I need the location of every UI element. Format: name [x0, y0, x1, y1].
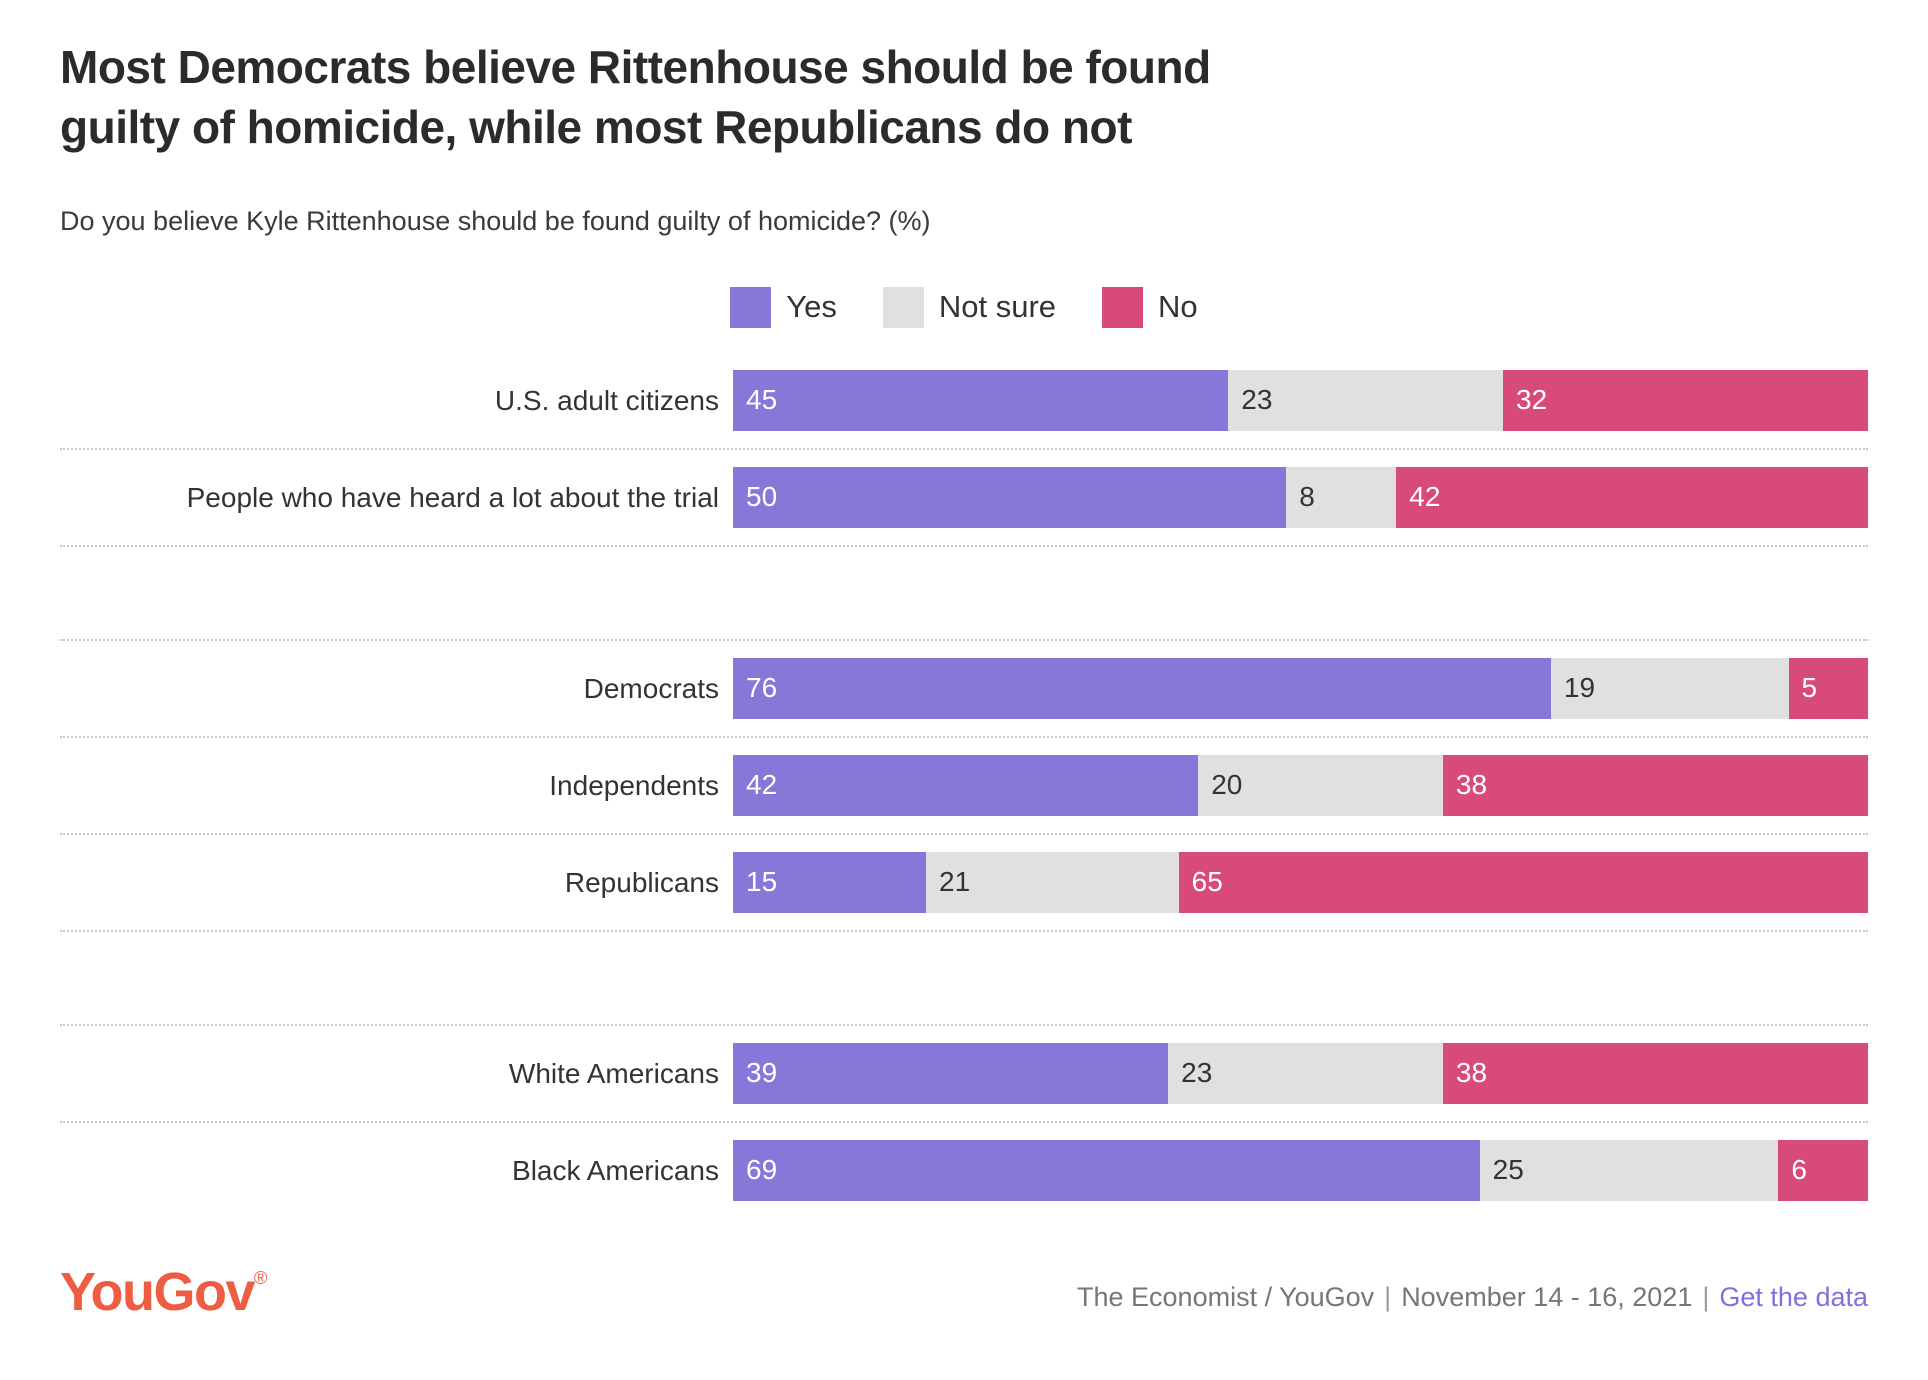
row-label: Republicans: [564, 866, 719, 898]
stacked-bar: 50 8 42: [733, 466, 1869, 528]
chart-row-democrats: Democrats 76 19 5: [60, 657, 1868, 719]
stacked-bar: 69 25 6: [733, 1139, 1869, 1201]
bar-segment-yes: 69: [733, 1139, 1480, 1201]
stacked-bar: 39 23 38: [733, 1042, 1868, 1104]
bar-segment-not-sure: 20: [1198, 754, 1443, 816]
row-label: Independents: [549, 769, 719, 801]
bar-segment-not-sure: 19: [1550, 657, 1789, 719]
chart-title-line-2: guilty of homicide, while most Republica…: [60, 100, 1132, 153]
legend-item-not-sure: Not sure: [882, 286, 1057, 328]
stacked-bar: 15 21 65: [733, 851, 1868, 913]
yougov-logo: YouGov®: [60, 1261, 268, 1322]
pipe-separator: |: [1702, 1281, 1710, 1312]
registered-mark: ®: [254, 1267, 268, 1288]
chart-row-republicans: Republicans 15 21 65: [60, 851, 1868, 913]
chart-title: Most Democrats believe Rittenhouse shoul…: [60, 38, 1868, 158]
row-label: White Americans: [508, 1057, 719, 1089]
pipe-separator: |: [1384, 1281, 1392, 1312]
bar-segment-not-sure: 23: [1228, 369, 1504, 431]
attribution: The Economist / YouGov | November 14 - 16,…: [1077, 1282, 1868, 1319]
bar-segment-not-sure: 23: [1168, 1042, 1443, 1104]
chart-row-heard-a-lot-about-trial: People who have heard a lot about the tr…: [60, 466, 1869, 528]
row-label: Democrats: [583, 672, 719, 704]
bar-segment-yes: 39: [733, 1042, 1169, 1104]
date-range: November 14 - 16, 2021: [1401, 1281, 1693, 1312]
group-gap: [60, 564, 1868, 622]
bar-segment-not-sure: 25: [1479, 1139, 1779, 1201]
chart-footer: YouGov® The Economist / YouGov | November …: [60, 1265, 1868, 1319]
dotted-separator: [60, 929, 1868, 932]
bar-segment-no: 38: [1442, 754, 1868, 816]
group-gap: [60, 949, 1868, 1007]
row-label: Black Americans: [512, 1154, 719, 1186]
legend-item-no: No: [1102, 286, 1198, 328]
dotted-separator: [60, 832, 1868, 835]
chart-row-independents: Independents 42 20 38: [60, 754, 1868, 816]
legend-label-not-sure: Not sure: [938, 289, 1057, 325]
chart-row-us-adult-citizens: U.S. adult citizens 45 23 32: [60, 369, 1868, 431]
dotted-separator: [60, 447, 1868, 450]
chart-row-black-americans: Black Americans 69 25 6: [60, 1139, 1869, 1201]
dotted-separator: [60, 544, 1868, 547]
chart-subtitle: Do you believe Kyle Rittenhouse should b…: [60, 205, 931, 236]
bar-segment-no: 65: [1178, 851, 1868, 913]
bar-segment-not-sure: 21: [926, 851, 1179, 913]
chart-row-white-americans: White Americans 39 23 38: [60, 1042, 1868, 1104]
chart-title-line-1: Most Democrats believe Rittenhouse shoul…: [60, 41, 1211, 93]
stacked-bar: 42 20 38: [733, 754, 1868, 816]
row-label: U.S. adult citizens: [494, 384, 719, 416]
chart-legend: Yes Not sure No: [60, 286, 1868, 328]
bar-segment-yes: 42: [733, 754, 1199, 816]
bar-segment-not-sure: 8: [1286, 466, 1397, 528]
legend-swatch-not-sure: [882, 286, 924, 328]
dotted-separator: [60, 1120, 1868, 1123]
stacked-bar: 76 19 5: [733, 657, 1868, 719]
dotted-separator: [60, 638, 1868, 641]
source-text: The Economist / YouGov: [1077, 1281, 1375, 1312]
stacked-bar: 45 23 32: [733, 369, 1868, 431]
dotted-separator: [60, 735, 1868, 738]
bar-segment-yes: 45: [733, 369, 1229, 431]
row-label: People who have heard a lot about the tr…: [186, 481, 719, 513]
bar-segment-yes: 50: [733, 466, 1287, 528]
legend-label-yes: Yes: [786, 289, 837, 325]
stacked-bar-chart: U.S. adult citizens 45 23 32 People who …: [60, 369, 1869, 1201]
bar-segment-no: 42: [1396, 466, 1869, 528]
legend-item-yes: Yes: [730, 286, 837, 328]
dotted-separator: [60, 1023, 1868, 1026]
bar-segment-yes: 76: [733, 657, 1551, 719]
legend-label-no: No: [1158, 289, 1198, 325]
legend-swatch-no: [1102, 286, 1144, 328]
legend-swatch-yes: [730, 286, 772, 328]
bar-segment-yes: 15: [733, 851, 927, 913]
bar-segment-no: 38: [1442, 1042, 1868, 1104]
bar-segment-no: 32: [1503, 369, 1868, 431]
bar-segment-no: 6: [1778, 1139, 1869, 1201]
get-the-data-link[interactable]: Get the data: [1719, 1281, 1868, 1312]
bar-segment-no: 5: [1788, 657, 1868, 719]
